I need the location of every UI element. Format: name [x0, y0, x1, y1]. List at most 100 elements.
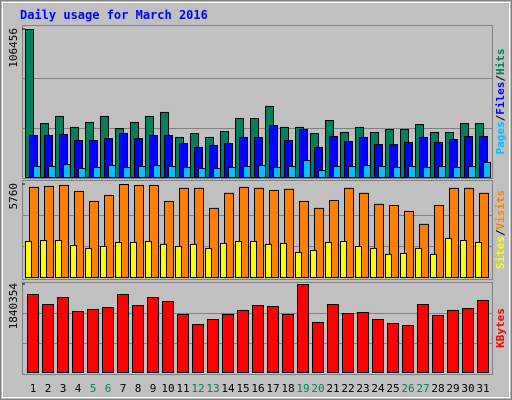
- x-tick-label: 23: [356, 382, 369, 395]
- bar: [417, 304, 429, 374]
- bar: [258, 165, 266, 178]
- x-tick-label: 31: [476, 382, 489, 395]
- bar: [115, 241, 122, 279]
- x-tick-label: 10: [161, 382, 174, 395]
- bar: [119, 184, 129, 278]
- x-tick-label: 30: [461, 382, 474, 395]
- x-tick-label: 12: [191, 382, 204, 395]
- bar: [48, 166, 56, 179]
- bar: [288, 166, 296, 179]
- x-tick-label: 22: [341, 382, 354, 395]
- bar: [423, 166, 431, 179]
- legend-entry: Visits: [494, 190, 507, 230]
- x-tick-label: 20: [311, 382, 324, 395]
- bar: [402, 324, 414, 374]
- legend-entry: Pages: [494, 121, 507, 154]
- bar: [72, 310, 84, 374]
- legend-separator: /: [494, 114, 507, 121]
- bar: [389, 204, 399, 278]
- y-tick-label: 1840354: [7, 283, 20, 330]
- bar: [93, 166, 101, 179]
- bar: [207, 319, 219, 373]
- bar: [138, 166, 146, 179]
- bar: [363, 165, 371, 178]
- bar: [265, 243, 272, 279]
- legend-entry: Hits: [494, 49, 507, 76]
- x-tick-label: 15: [236, 382, 249, 395]
- x-tick-label: 3: [60, 382, 67, 395]
- bar: [132, 305, 144, 374]
- bar: [55, 240, 62, 279]
- bar: [209, 207, 219, 278]
- bar: [404, 210, 414, 279]
- x-tick-label: 28: [431, 382, 444, 395]
- bar: [168, 166, 176, 179]
- bar: [273, 166, 281, 179]
- bar: [297, 284, 309, 373]
- bar: [117, 294, 129, 373]
- chart-title: Daily usage for March 2016: [20, 8, 208, 22]
- bar: [42, 304, 54, 374]
- bar: [447, 309, 459, 374]
- bar: [63, 164, 71, 178]
- bar: [312, 321, 324, 373]
- legend-separator: /: [494, 229, 507, 236]
- bar: [147, 297, 159, 374]
- bar: [327, 304, 339, 374]
- bar: [123, 166, 131, 179]
- bar: [357, 311, 369, 373]
- bar: [464, 187, 474, 278]
- bar: [134, 184, 144, 278]
- bar: [228, 166, 236, 179]
- bar: [104, 194, 114, 279]
- bar: [325, 241, 332, 279]
- bar: [468, 166, 476, 179]
- bar: [310, 250, 317, 278]
- bar: [235, 240, 242, 279]
- bar: [44, 185, 54, 278]
- bar: [222, 313, 234, 373]
- bar: [460, 240, 467, 279]
- bar: [183, 166, 191, 179]
- bar: [40, 240, 47, 279]
- bar: [130, 241, 137, 279]
- x-tick-label: 19: [296, 382, 309, 395]
- bar: [295, 251, 302, 278]
- bar: [252, 305, 264, 374]
- x-tick-label: 9: [150, 382, 157, 395]
- bar: [344, 187, 354, 278]
- bar: [59, 184, 69, 278]
- x-tick-label: 26: [401, 382, 414, 395]
- x-tick-label: 24: [371, 382, 385, 395]
- bar: [29, 186, 39, 278]
- bar: [393, 166, 401, 179]
- bar: [318, 170, 326, 178]
- bar: [434, 204, 444, 278]
- x-tick-label: 17: [266, 382, 279, 395]
- bar: [57, 297, 69, 374]
- bar: [462, 308, 474, 373]
- legend: KBytes: [494, 308, 507, 348]
- bar: [239, 186, 249, 278]
- bar: [108, 165, 116, 178]
- bar: [243, 166, 251, 179]
- y-tick-label: 5760: [7, 183, 20, 210]
- bar: [314, 207, 324, 278]
- bar: [408, 166, 416, 179]
- bar: [70, 245, 77, 278]
- bar: [162, 300, 174, 373]
- bar: [254, 187, 264, 278]
- legend-entry: Files: [494, 82, 507, 115]
- legend-separator: /: [494, 75, 507, 82]
- bar: [25, 240, 32, 279]
- bar: [432, 315, 444, 373]
- bar: [387, 322, 399, 374]
- bar: [477, 299, 489, 373]
- x-tick-label: 8: [135, 382, 142, 395]
- bar: [269, 189, 279, 278]
- x-tick-label: 25: [386, 382, 399, 395]
- x-tick-label: 5: [90, 382, 97, 395]
- bar: [282, 313, 294, 373]
